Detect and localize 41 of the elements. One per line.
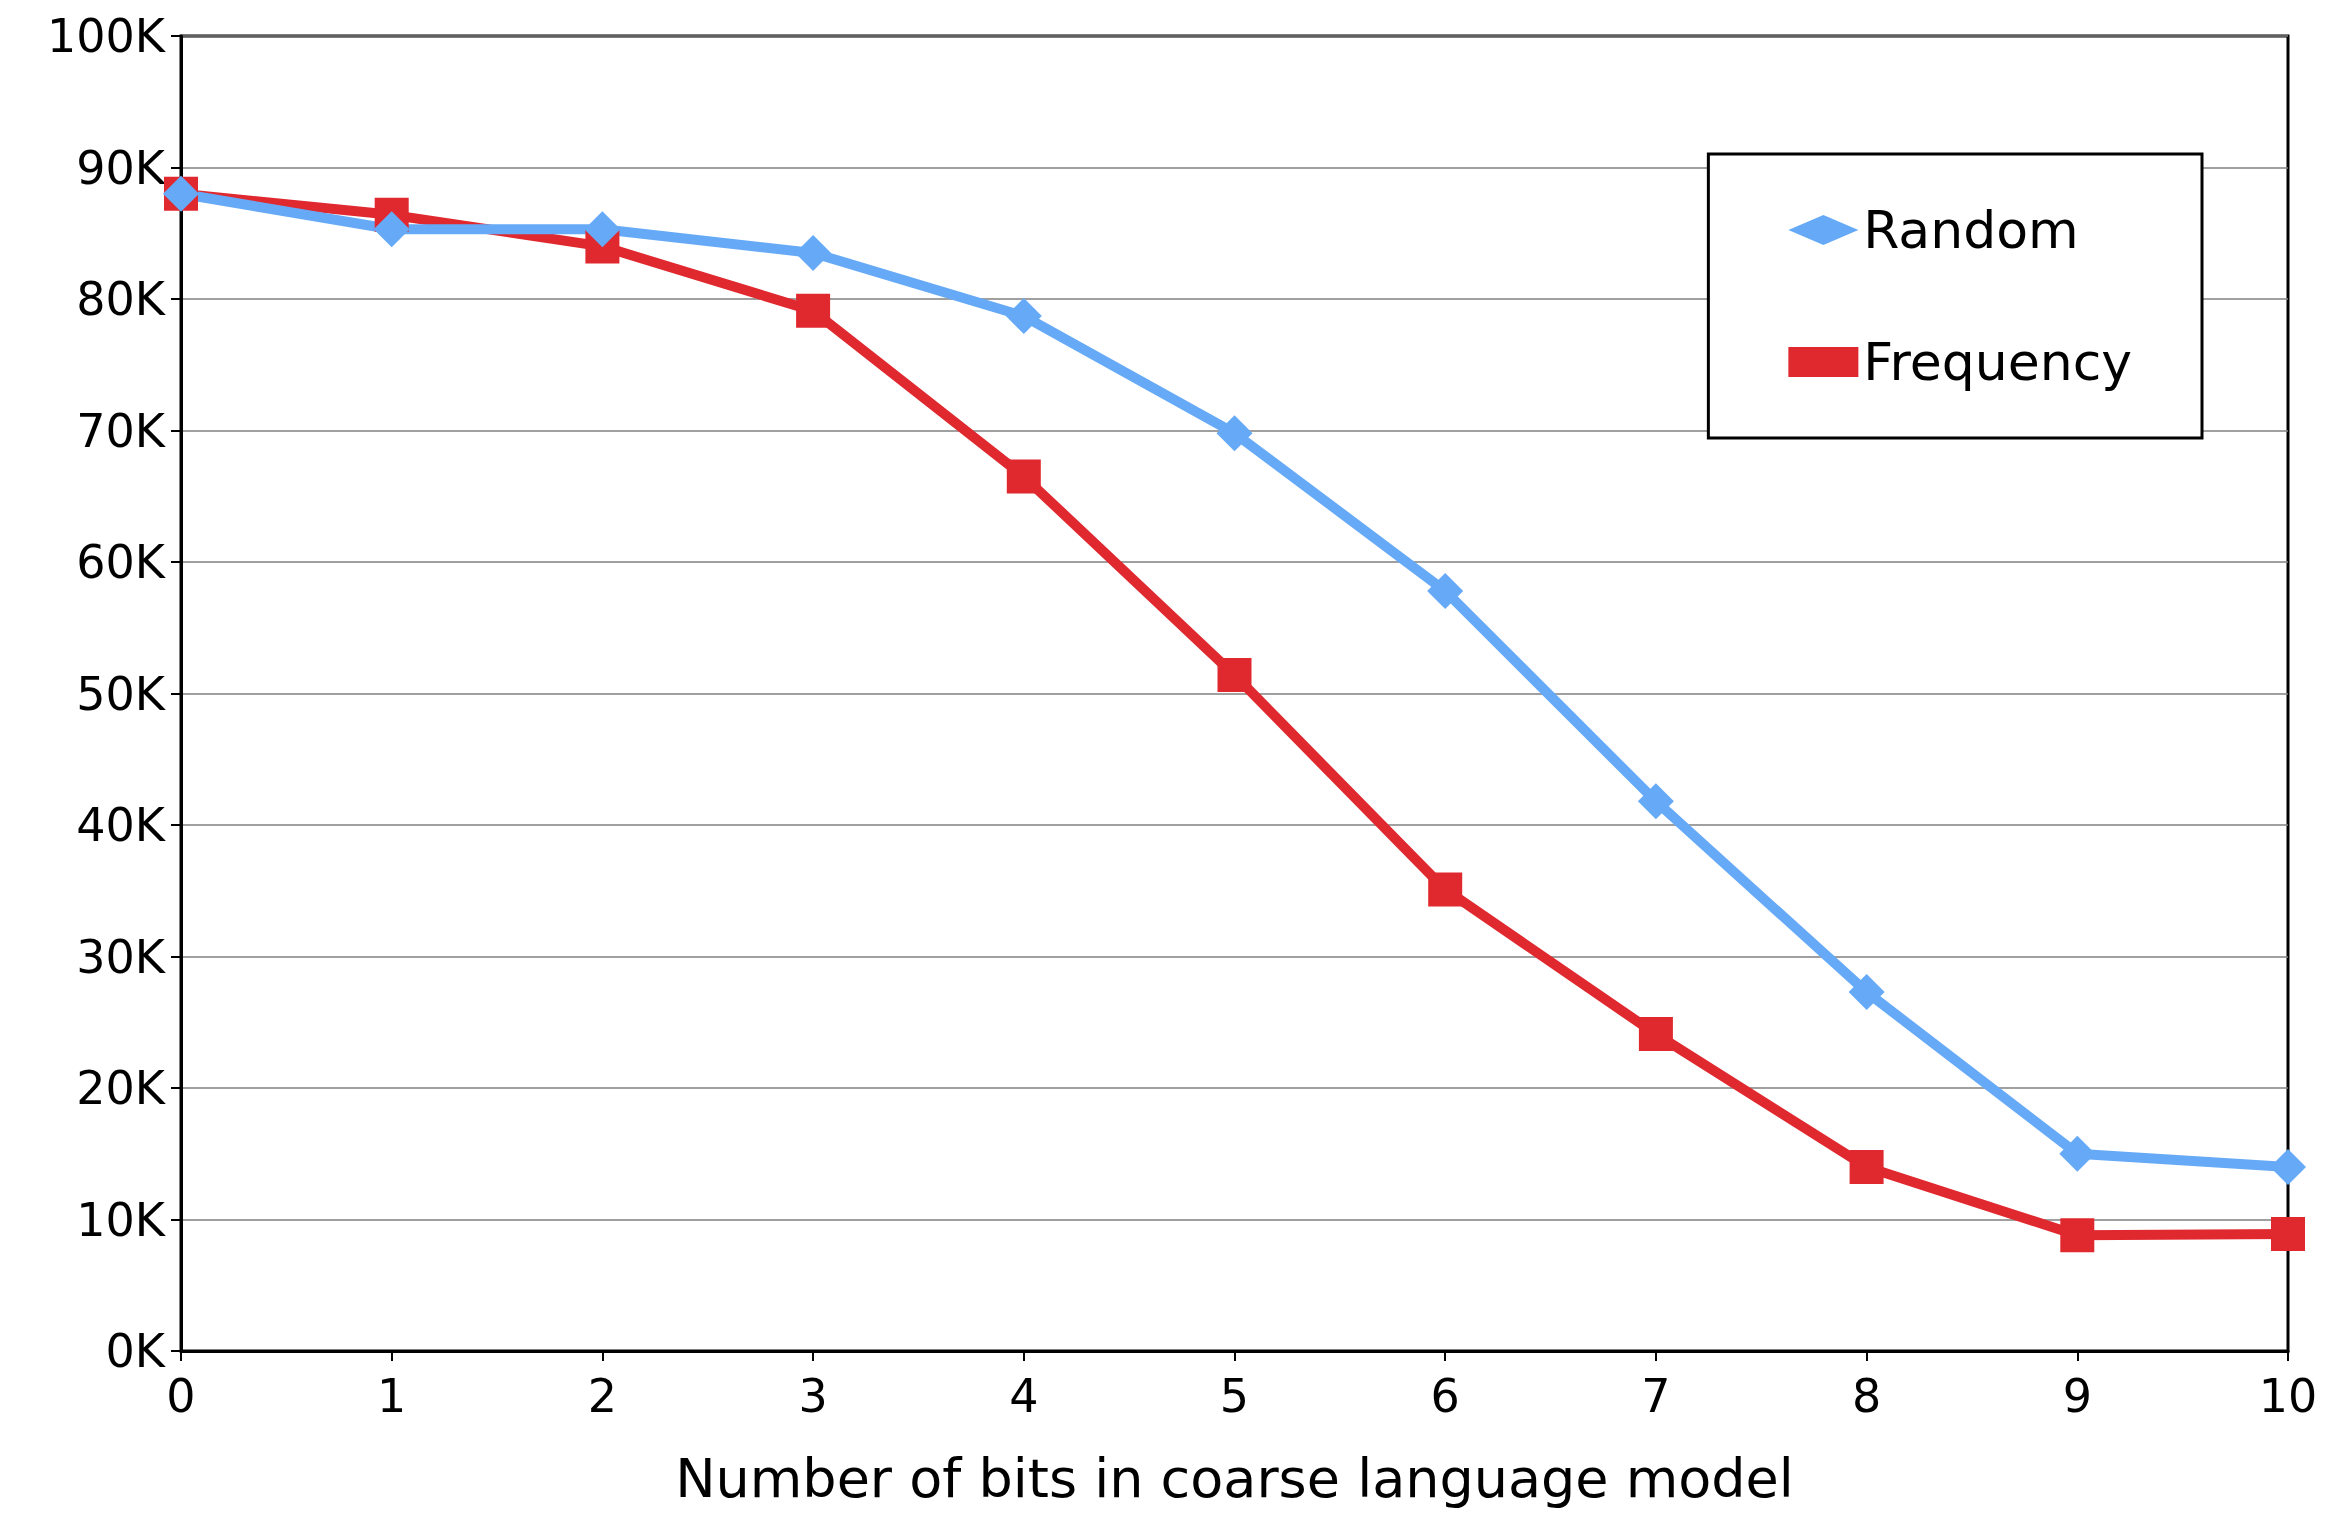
point [795,234,832,271]
point [373,211,410,248]
y-tick-label: 20K [76,1061,167,1115]
y-tick-label: 30K [76,929,167,984]
x-tick-label: 0 [166,1369,196,1423]
point [2060,1218,2095,1253]
y-tick-label: 90K [76,140,167,195]
x-tick-label: 7 [1641,1369,1671,1423]
x-tick-label: 9 [2062,1369,2092,1423]
point [1638,1017,1673,1052]
point [796,293,831,328]
x-tick-label: 6 [1430,1369,1460,1423]
y-tick-label: 70K [76,403,167,458]
point [1849,1149,1884,1184]
x-tick-label: 1 [377,1369,407,1423]
y-tick-label: 60K [76,535,167,589]
point [1848,974,1885,1011]
point [1427,572,1464,609]
point [2271,1216,2305,1251]
point [1637,783,1674,820]
x-tick-label: 4 [1009,1369,1039,1423]
legend-label: Frequency [1863,332,2133,392]
legend-label: Random [1863,200,2079,260]
x-tick-label: 8 [1851,1369,1882,1423]
y-tick-label: 80K [76,272,167,326]
y-tick-label: 10K [76,1192,167,1247]
point [1216,415,1253,452]
point [584,211,621,248]
point [1428,872,1463,907]
x-tick-label: 2 [587,1369,618,1423]
point [1005,298,1042,335]
x-tick-label: 5 [1219,1369,1250,1423]
point [1217,658,1252,693]
y-tick-label: 0K [105,1324,167,1378]
y-tick-label: 50K [76,666,167,721]
y-tick-label: 40K [76,798,167,852]
point [1006,459,1041,494]
x-tick-label: 10 [2258,1369,2318,1423]
x-axis-title: Number of bits in coarse language model [675,1446,1794,1510]
y-tick-label: 100K [47,9,167,63]
x-tick-label: 3 [798,1369,828,1423]
